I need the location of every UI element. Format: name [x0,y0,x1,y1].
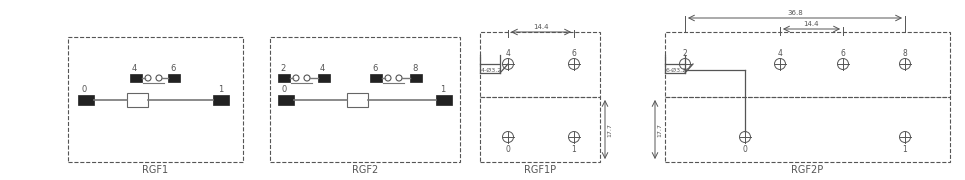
Text: 4: 4 [320,64,325,73]
Text: 6: 6 [571,48,576,57]
FancyBboxPatch shape [130,74,142,82]
Text: 4: 4 [778,48,783,57]
Text: 4-Ø3.2: 4-Ø3.2 [481,68,502,73]
Text: 1: 1 [218,85,223,94]
Text: RGF1: RGF1 [142,165,168,175]
Text: RGF1P: RGF1P [524,165,556,175]
Text: 1: 1 [440,85,445,94]
Text: 2: 2 [682,48,687,57]
Text: 8: 8 [902,48,907,57]
Text: 6: 6 [841,48,845,57]
FancyBboxPatch shape [370,74,382,82]
FancyBboxPatch shape [278,95,294,105]
Text: 17.7: 17.7 [657,123,662,137]
Text: 14.4: 14.4 [534,24,549,30]
Text: 0: 0 [506,145,510,154]
Text: 17.7: 17.7 [607,123,612,137]
Text: 0: 0 [282,85,288,94]
Text: 6: 6 [372,64,377,73]
FancyBboxPatch shape [410,74,422,82]
Text: 0: 0 [82,85,87,94]
FancyBboxPatch shape [347,93,368,107]
FancyBboxPatch shape [436,95,452,105]
Text: 4: 4 [506,48,510,57]
FancyBboxPatch shape [168,74,180,82]
Text: 1: 1 [902,145,907,154]
FancyBboxPatch shape [213,95,229,105]
Text: 8: 8 [412,64,418,73]
Text: RGF2P: RGF2P [791,165,823,175]
FancyBboxPatch shape [318,74,330,82]
FancyBboxPatch shape [78,95,94,105]
Text: RGF2: RGF2 [352,165,378,175]
Text: 6: 6 [170,64,176,73]
Text: 36.8: 36.8 [787,10,803,16]
FancyBboxPatch shape [278,74,290,82]
Text: 6-Ø3.2: 6-Ø3.2 [666,68,687,73]
FancyBboxPatch shape [127,93,148,107]
Text: 0: 0 [742,145,748,154]
Text: 14.4: 14.4 [803,21,818,27]
Text: 1: 1 [571,145,576,154]
Text: 4: 4 [132,64,137,73]
Text: 2: 2 [280,64,286,73]
